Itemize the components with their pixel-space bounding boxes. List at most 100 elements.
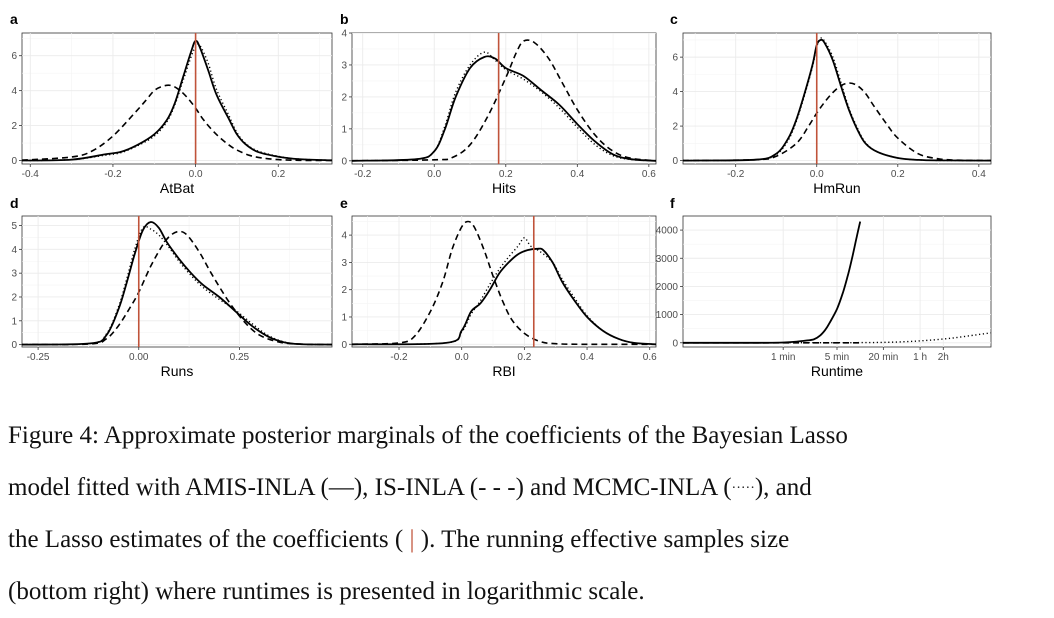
- x-tick-label: -0.2: [104, 169, 122, 180]
- amis-inla-curve: [22, 221, 332, 346]
- caption-line-3: the Lasso estimates of the coefficients …: [8, 514, 1008, 566]
- y-tick-label: 5: [11, 221, 17, 232]
- panel-letter: a: [10, 11, 18, 27]
- y-tick-label: 4: [11, 86, 17, 97]
- figure-caption: Figure 4: Approximate posterior marginal…: [8, 410, 1008, 618]
- y-tick-label: 0: [341, 156, 347, 167]
- panel-e: -0.2 0.0 0.2 0.4 0.6 0 1 2 3 4 RBI e: [340, 195, 657, 379]
- x-tick-label: -0.4: [22, 169, 40, 180]
- x-axis-title: Hits: [492, 180, 516, 196]
- x-tick-label: 0.4: [580, 352, 594, 363]
- y-tick-label: 4000: [656, 226, 679, 237]
- gridlines: [22, 216, 332, 347]
- is-inla-curve: [683, 82, 991, 162]
- caption-text-1: Approximate posterior marginals of the c…: [103, 422, 848, 449]
- panel-a: -0.4 -0.2 0.0 0.2 0 2 4 6 AtBat a: [10, 11, 333, 196]
- caption-label: Figure 4:: [8, 422, 99, 449]
- x-tick-label: 20 min: [868, 352, 898, 363]
- y-tick-label: 4: [672, 87, 678, 98]
- x-tick-label: 0.2: [271, 169, 285, 180]
- x-tick-label: 0.6: [642, 169, 656, 180]
- x-tick-label: -0.25: [27, 352, 50, 363]
- y-tick-label: 1: [341, 312, 347, 323]
- x-tick-label: 0.4: [570, 169, 584, 180]
- caption-line-2: model fitted with AMIS-INLA (—), IS-INLA…: [8, 462, 1008, 514]
- curves: [683, 221, 991, 344]
- x-axis-title: Runtime: [811, 363, 863, 379]
- amis-legend-glyph: —: [328, 474, 354, 501]
- x-tick-label: 0.2: [499, 169, 513, 180]
- x-tick-label: 0.2: [517, 352, 531, 363]
- y-tick-label: 2: [341, 285, 347, 296]
- mcmc-inla-curve: [352, 237, 656, 345]
- x-tick-label: 5 min: [825, 352, 849, 363]
- curves: [352, 39, 656, 162]
- mcmc-inla-curve: [683, 37, 991, 162]
- y-tick-label: 0: [11, 340, 17, 351]
- y-tick-label: 1: [11, 316, 17, 327]
- panel-background: [351, 32, 657, 165]
- x-tick-label: 0.2: [891, 169, 905, 180]
- panel-d: -0.25 0.00 0.25 0 1 2 3 4 5 Runs d: [10, 195, 333, 379]
- y-tick-label: 1: [341, 124, 347, 135]
- caption-line-1: Figure 4: Approximate posterior marginal…: [8, 410, 1008, 462]
- x-tick-label: 0.00: [129, 352, 149, 363]
- y-tick-label: 2: [672, 122, 678, 133]
- y-tick-label: 0: [11, 156, 17, 167]
- y-tick-label: 2: [11, 292, 17, 303]
- x-tick-label: 0.25: [230, 352, 250, 363]
- panel-letter: f: [670, 195, 675, 211]
- y-tick-label: 0: [341, 340, 347, 351]
- x-tick-label: 0.4: [972, 169, 986, 180]
- x-tick-label: -0.2: [727, 169, 745, 180]
- caption-text-3a: the Lasso estimates of the coefficients …: [8, 526, 404, 553]
- curves: [22, 221, 332, 346]
- x-tick-label: 1 min: [771, 352, 795, 363]
- caption-text-2a: model fitted with AMIS-INLA (: [8, 474, 329, 501]
- y-tick-label: 1000: [656, 310, 679, 321]
- x-tick-label: -0.2: [354, 169, 372, 180]
- panel-background: [21, 215, 333, 348]
- is-inla-curve: [352, 39, 656, 162]
- panel-letter: e: [340, 195, 348, 211]
- amis-inla-curve: [352, 247, 656, 346]
- y-tick-label: 4: [11, 245, 17, 256]
- x-tick-label: 0.0: [427, 169, 441, 180]
- caption-text-2d: ), and: [754, 474, 812, 501]
- panel-letter: b: [340, 11, 349, 27]
- curves: [352, 220, 656, 346]
- panel-b: -0.2 0.0 0.2 0.4 0.6 0 1 2 3 4 Hits b: [340, 11, 657, 196]
- is-legend-glyph: - - -: [478, 474, 516, 501]
- amis-inla-curve: [683, 38, 991, 162]
- x-axis-title: AtBat: [160, 180, 194, 196]
- panel-letter: d: [10, 195, 19, 211]
- panel-background: [351, 215, 657, 348]
- y-tick-label: 2: [11, 121, 17, 132]
- panel-c: -0.2 0.0 0.2 0.4 0 2 4 6 HmRun c: [670, 11, 992, 196]
- panel-f: 1 min 5 min 20 min 1 h 2h 0 1000 2000 3000 4000 Ru…: [656, 195, 992, 379]
- mcmc-inla-curve: [22, 225, 332, 346]
- curves: [683, 37, 991, 162]
- y-tick-label: 0: [672, 338, 678, 349]
- is-inla-curve: [22, 230, 332, 346]
- x-axis-title: Runs: [161, 363, 194, 379]
- mcmc-legend-glyph: ·····: [731, 481, 755, 496]
- y-tick-label: 4: [341, 231, 347, 242]
- y-tick-label: 4: [341, 29, 347, 40]
- gridlines: [22, 33, 332, 164]
- y-tick-label: 2: [341, 92, 347, 103]
- y-tick-label: 6: [672, 53, 678, 64]
- x-axis-title: HmRun: [813, 180, 860, 196]
- x-axis-title: RBI: [492, 363, 515, 379]
- panel-background: [682, 32, 992, 165]
- caption-text-2b: ), IS-INLA (: [353, 474, 479, 501]
- x-tick-label: 0.0: [189, 169, 203, 180]
- lasso-legend-glyph: |: [409, 526, 415, 553]
- y-tick-label: 3: [341, 258, 347, 269]
- figure-4: -0.4 -0.2 0.0 0.2 0 2 4 6 AtBat a -0.2 0.0 0.2 0.4 0.6…: [10, 11, 992, 379]
- x-tick-label: 1 h: [913, 352, 927, 363]
- x-tick-label: 0.6: [643, 352, 657, 363]
- caption-text-2c: ) and MCMC-INLA (: [515, 474, 732, 501]
- y-tick-label: 0: [672, 156, 678, 167]
- x-tick-label: 2h: [938, 352, 949, 363]
